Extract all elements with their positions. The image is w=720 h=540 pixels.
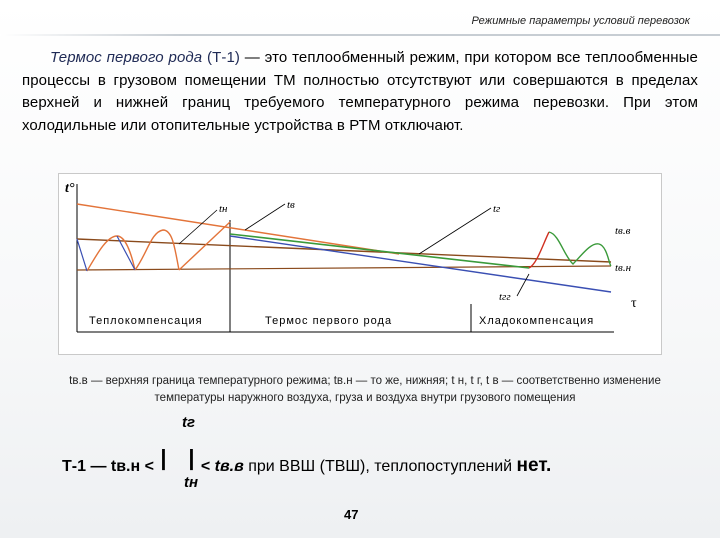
x-axis-label: τ (631, 296, 637, 311)
chart-caption: tв.в — верхняя граница температурного ре… (69, 375, 661, 404)
formula-net: нет. (516, 455, 552, 477)
zone-label-heat: Теплокомпенсация (89, 315, 203, 327)
formula-bottom-var: tн (184, 474, 199, 491)
formula-suffix-text: при ВВШ (ТВШ), теплопоступлений (243, 458, 513, 476)
leader-tgg (516, 273, 530, 297)
intro-paragraph: Термос первого рода (Т-1) — это теплообм… (22, 47, 698, 137)
label-tn: tн (219, 203, 228, 215)
heating-wave-2 (134, 229, 180, 271)
label-tgg: tгг (499, 291, 511, 303)
header-title: Режимные параметры условий перевозок (471, 15, 690, 27)
leader-tv (244, 203, 286, 231)
label-tg: tг (493, 203, 501, 215)
cooling-spike (528, 231, 550, 269)
formula-line: Т-1 — tв.н < | | < tв.в при ВВШ (ТВШ), те… (62, 445, 552, 483)
formula-op: < (200, 458, 211, 476)
label-tvn: tв.н (615, 262, 632, 274)
formula-bracket: | | (160, 445, 195, 470)
zone-label-thermos: Термос первого рода (265, 315, 392, 327)
intro-term: Термос первого рода (50, 49, 203, 66)
bound-upper-line (76, 238, 612, 263)
formula-top-var: tг (182, 414, 196, 431)
temperature-diagram: t° τ tн tв tг tв.в tв.н tг (58, 173, 662, 355)
y-axis-label: t° (65, 181, 75, 196)
inside-air-line (229, 233, 530, 269)
intro-body: — это теплообменный режим, при котором в… (22, 49, 698, 134)
zone-label-cool: Хладокомпенсация (479, 315, 594, 327)
intro-code: (Т-1) (207, 49, 241, 66)
outside-air-line (76, 203, 400, 255)
label-tv: tв (287, 199, 295, 211)
left-cargo-drop-1 (76, 238, 88, 272)
header-divider (0, 34, 720, 36)
cargo-line (229, 235, 612, 293)
left-cargo-drop-2 (116, 235, 136, 271)
formula-prefix: Т-1 — tв.н < (62, 458, 154, 476)
page-number: 47 (344, 507, 359, 522)
leader-tg (418, 207, 492, 255)
temperature-diagram-svg: t° τ tн tв tг tв.в tв.н tг (65, 181, 637, 333)
heating-ramp (178, 221, 231, 271)
formula-suffix-var: tв.в (214, 458, 244, 476)
leader-tn (178, 209, 218, 245)
cooling-wave (548, 231, 612, 267)
label-tvv: tв.в (615, 225, 631, 237)
condition-formula: tг Т-1 — tв.н < | | < tв.в при ВВШ (ТВШ),… (62, 412, 702, 502)
